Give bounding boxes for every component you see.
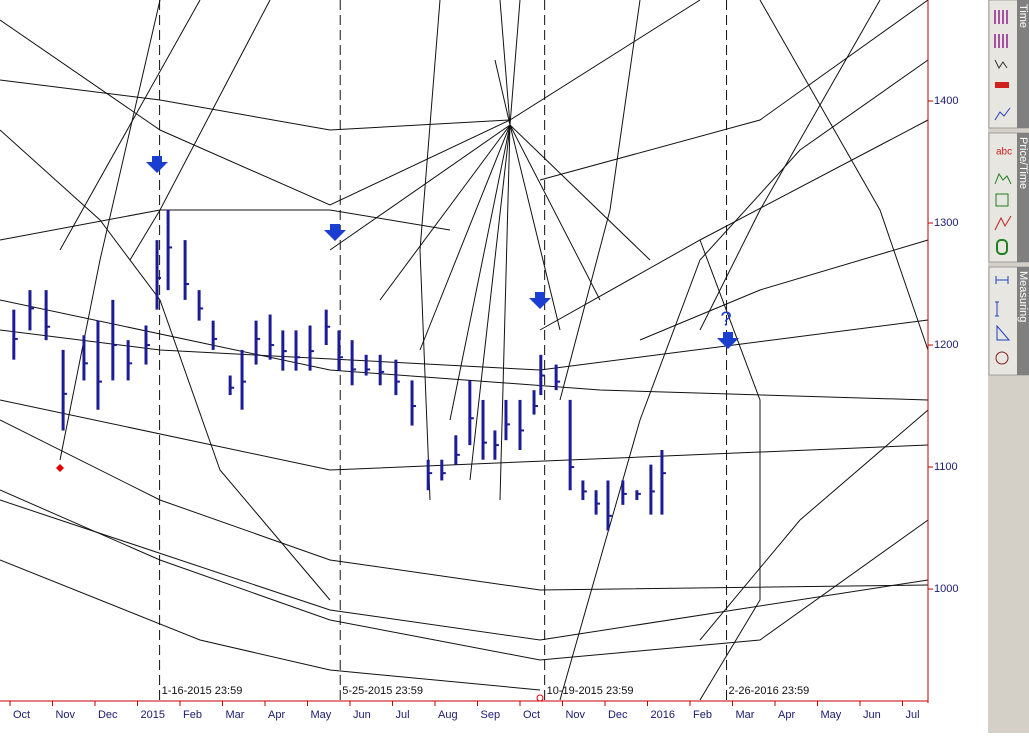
toolbar: Time Price/Time Measuring abc [988, 0, 1029, 733]
x-tick-label: Feb [693, 709, 712, 721]
tool-icon[interactable] [994, 10, 1008, 48]
arrows [146, 156, 739, 349]
x-tick-label: Mar [735, 709, 754, 721]
tool-icon[interactable] [994, 215, 1012, 231]
tool-icon[interactable] [995, 301, 999, 317]
drawing-lines [0, 0, 929, 701]
x-tick-label: Nov [565, 709, 585, 721]
x-tick-label: Sep [480, 709, 500, 721]
x-tick-label: Jul [395, 709, 409, 721]
y-tick-label: 1100 [934, 461, 958, 473]
x-tick-label: Jul [905, 709, 919, 721]
x-tick-label: Dec [98, 709, 118, 721]
x-tick-label: Mar [225, 709, 244, 721]
tool-icon[interactable] [994, 107, 1011, 121]
plot-area: 1000 1100 1200 1300 1400 Oct Nov Dec 2015 Feb Mar A… [9, 0, 958, 721]
time-marker-label: 2-26-2016 23:59 [729, 685, 810, 697]
tool-icon[interactable] [996, 324, 1011, 341]
tab[interactable] [1017, 133, 1029, 262]
x-tick-label: Oct [523, 709, 540, 721]
x-tick-label: 2015 [140, 709, 164, 721]
y-tick-label: 1200 [934, 339, 958, 351]
tool-icon[interactable] [995, 276, 1009, 284]
tab-label[interactable]: Price/Time [1017, 137, 1029, 189]
tab[interactable] [1017, 0, 1029, 128]
x-tick-label: May [820, 709, 841, 721]
x-tick-label: Oct [13, 709, 30, 721]
x-tick-label: Feb [183, 709, 202, 721]
tab-label[interactable]: Time [1017, 4, 1029, 28]
tool-icon[interactable] [995, 351, 1009, 365]
marker [56, 464, 64, 472]
x-tick-label: Apr [778, 709, 795, 721]
tool-icon[interactable] [995, 193, 1009, 207]
tab[interactable] [1017, 267, 1029, 375]
y-tick-label: 1300 [934, 217, 958, 229]
x-tick-label: Jun [353, 709, 371, 721]
time-marker-label: 1-16-2015 23:59 [162, 685, 243, 697]
marker [536, 694, 544, 702]
time-marker-label: 5-25-2015 23:59 [342, 685, 423, 697]
x-tick-label: Aug [438, 709, 458, 721]
time-marker-label: 10-19-2015 23:59 [547, 685, 634, 697]
x-tick-label: Dec [608, 709, 628, 721]
x-tick-label: Jun [863, 709, 881, 721]
x-tick-label: Apr [268, 709, 285, 721]
tool-icon[interactable] [996, 239, 1008, 255]
tool-icon[interactable] [995, 82, 1009, 88]
tab-label[interactable]: Measuring [1017, 271, 1029, 322]
x-tick-label: Nov [55, 709, 75, 721]
tool-icon[interactable]: abc [996, 147, 1012, 158]
x-tick-label: May [310, 709, 331, 721]
x-tick-label: 2016 [650, 709, 674, 721]
tool-icon[interactable] [994, 172, 1012, 185]
y-tick-label: 1400 [934, 95, 958, 107]
tool-icon[interactable] [994, 59, 1008, 69]
annotation: ? [720, 308, 731, 330]
y-tick-label: 1000 [934, 583, 958, 595]
